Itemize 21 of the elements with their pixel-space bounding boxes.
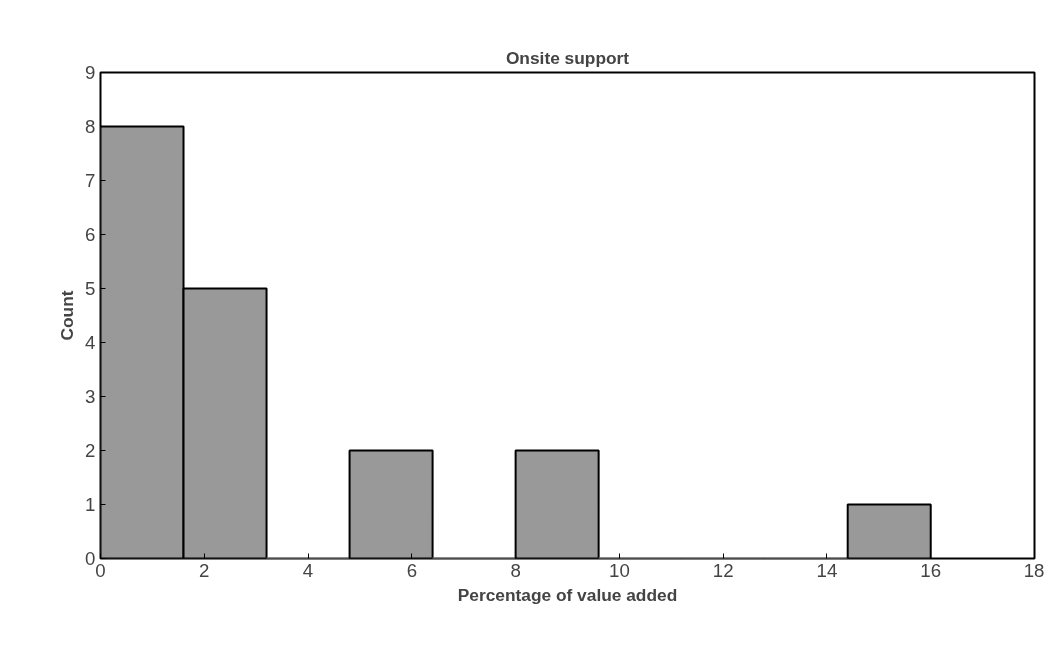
x-tick-label: 18 (1023, 559, 1044, 581)
y-tick-label: 8 (85, 116, 96, 137)
y-tick-label: 3 (85, 386, 96, 407)
x-axis-title: Percentage of value added (457, 584, 678, 605)
x-tick-label: 12 (712, 559, 734, 581)
y-tick-label: 4 (85, 332, 96, 353)
y-axis-title: Count (57, 290, 78, 341)
y-tick-label: 2 (85, 440, 96, 461)
y-tick-label: 6 (85, 224, 96, 245)
x-tick-label: 8 (510, 559, 521, 581)
x-tick-label: 2 (199, 559, 210, 581)
x-tick-label: 14 (816, 559, 838, 581)
x-tick-label: 4 (302, 559, 314, 581)
x-tick-label: 10 (609, 559, 630, 581)
x-tick-label: 6 (406, 559, 418, 581)
y-tick-label: 9 (85, 62, 96, 83)
y-tick-label: 5 (85, 278, 96, 299)
y-tick-label: 7 (85, 170, 96, 191)
chart-title: Onsite support (505, 47, 630, 68)
x-tick-label: 16 (920, 559, 942, 581)
y-tick-label: 1 (85, 494, 96, 515)
